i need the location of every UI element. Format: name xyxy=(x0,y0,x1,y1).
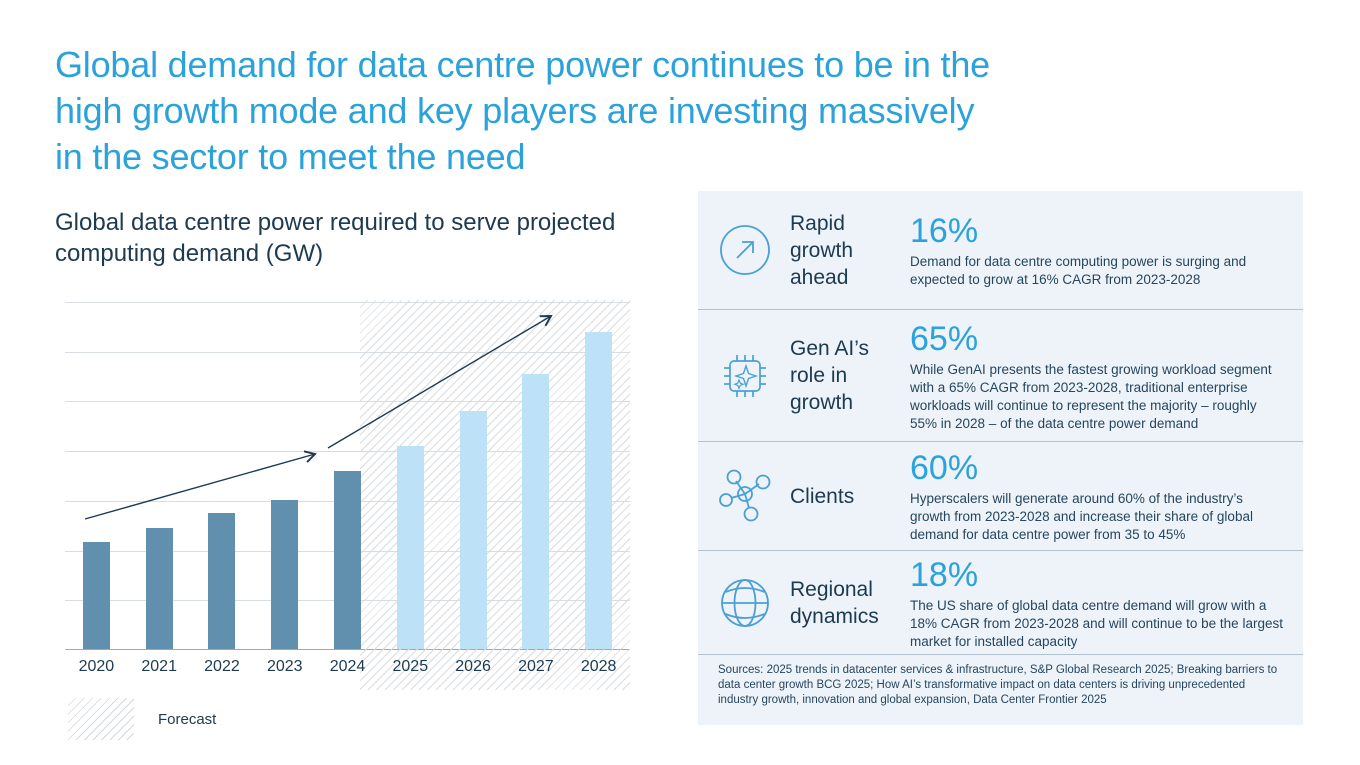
chart-subtitle: Global data centre power required to ser… xyxy=(55,209,616,267)
stat-number: 18% xyxy=(910,555,979,594)
bar-2021 xyxy=(145,527,173,649)
x-tick-2025: 2025 xyxy=(392,658,429,675)
globe-icon xyxy=(698,574,782,632)
bar-2027 xyxy=(522,373,550,649)
x-tick-2020: 2020 xyxy=(78,658,115,675)
bar-2028 xyxy=(585,331,613,649)
stat-description: The US share of global data centre deman… xyxy=(910,597,1283,649)
stat-label: Regional dynamics xyxy=(790,577,879,628)
x-tick-2024: 2024 xyxy=(329,658,366,675)
stat-row-rapid-growth: Rapid growth ahead 16% Demand for data c… xyxy=(698,191,1303,310)
stat-number: 65% xyxy=(910,319,979,358)
bar-2026 xyxy=(459,411,487,649)
legend-label: Forecast xyxy=(158,710,217,728)
chart-legend: Forecast xyxy=(68,698,216,740)
x-tick-2023: 2023 xyxy=(266,658,303,675)
bars-row xyxy=(65,302,630,649)
ai-chip-icon xyxy=(698,347,782,405)
forecast-hatch-swatch xyxy=(68,698,134,740)
x-tick-2028: 2028 xyxy=(580,658,617,675)
stat-description: Hyperscalers will generate around 60% of… xyxy=(910,491,1253,542)
stat-description: Demand for data centre computing power i… xyxy=(910,254,1247,287)
stat-row-genai: Gen AI’s role in growth 65% While GenAI … xyxy=(698,310,1303,442)
bar-2024 xyxy=(334,470,362,649)
title-line-2: high growth mode and key players are inv… xyxy=(55,90,975,131)
page-title: Global demand for data centre power cont… xyxy=(55,42,1275,180)
bar-chart: 2020 2021 2022 2023 2024 2025 2026 2027 2028 xyxy=(65,300,630,690)
stat-row-regional: Regional dynamics 18% The US share of gl… xyxy=(698,551,1303,655)
arrow-up-right-circle-icon xyxy=(698,221,782,279)
x-tick-2026: 2026 xyxy=(455,658,491,675)
stat-label: Rapid growth ahead xyxy=(790,211,854,289)
stat-description: While GenAI presents the fastest growing… xyxy=(910,361,1272,431)
stat-number: 16% xyxy=(910,212,979,250)
stat-row-clients: Clients 60% Hyperscalers will generate a… xyxy=(698,442,1303,551)
sources-note: Sources: 2025 trends in datacenter servi… xyxy=(718,664,1278,706)
x-tick-2022: 2022 xyxy=(204,658,240,675)
x-tick-2027: 2027 xyxy=(518,658,554,675)
bar-2023 xyxy=(271,500,299,649)
stat-number: 60% xyxy=(910,449,979,487)
labels-row: 2020 2021 2022 2023 2024 2025 2026 2027 2028 xyxy=(65,658,630,676)
bar-2025 xyxy=(396,445,424,649)
bar-2020 xyxy=(82,542,110,649)
stat-label: Gen AI’s role in growth xyxy=(790,337,869,414)
title-line-1: Global demand for data centre power cont… xyxy=(55,44,990,85)
x-tick-2021: 2021 xyxy=(141,658,177,675)
title-line-3: in the sector to meet the need xyxy=(55,136,526,177)
bar-2022 xyxy=(208,512,236,649)
network-nodes-icon xyxy=(698,467,782,525)
stat-label: Clients xyxy=(790,484,855,508)
stats-panel: Rapid growth ahead 16% Demand for data c… xyxy=(698,191,1303,725)
